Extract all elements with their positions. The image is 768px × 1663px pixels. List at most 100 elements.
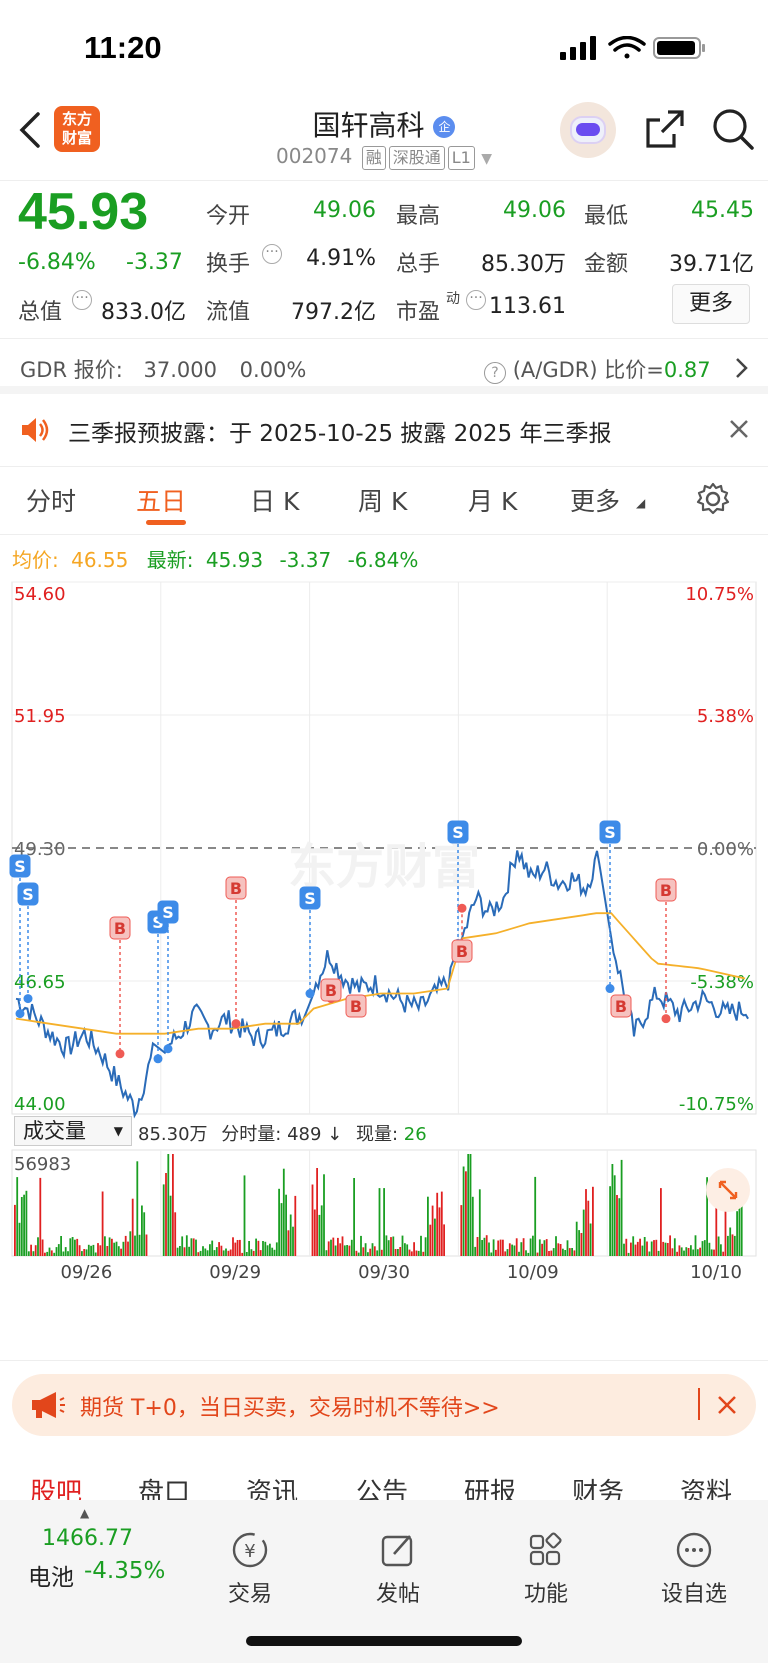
futures-ad-banner[interactable]: 期货 T+0，当日买卖，交易时机不等待>> [12,1374,756,1436]
volume-bar [630,1242,632,1256]
info-dots-icon[interactable]: ··· [262,244,282,264]
sector-pct[interactable]: -4.35% [84,1558,166,1584]
volume-bar [104,1236,106,1256]
volume-bar [613,1175,616,1256]
volume-bar [167,1154,170,1256]
volume-bar [357,1252,360,1256]
tab-five-day[interactable]: 五日 [136,487,187,516]
volume-bar [332,1237,335,1256]
search-icon[interactable] [712,108,756,152]
latest-value: 45.93 [205,548,264,572]
dropdown-icon[interactable]: ▼ [481,151,492,167]
volume-bar [289,1214,292,1256]
volume-bar [53,1252,56,1256]
settings-gear-icon[interactable] [696,482,730,516]
bottom-toolbar: ▲ 1466.77 电池 -4.35% ¥ 交易 发帖 功能 设自选 [0,1500,768,1663]
volume-bar [564,1250,567,1256]
volume-bar [134,1235,136,1256]
more-quote-button[interactable]: 更多 [672,284,750,324]
volume-bar [666,1243,669,1256]
volume-bar [327,1241,330,1256]
minute-vol: 489 ↓ [287,1124,343,1145]
tab-weekly-k[interactable]: 周 K [358,487,408,516]
marker-dot [605,984,615,994]
volume-bar [323,1174,325,1256]
tag-margin: 融 [361,146,386,170]
expand-icon[interactable] [706,1168,750,1212]
float-value: 797.2亿 [291,300,376,325]
info-dots-icon[interactable]: ··· [72,290,92,310]
volume-bar [653,1240,655,1256]
volume-bar [634,1244,637,1256]
sector-name[interactable]: 电池 [28,1565,74,1591]
volume-bar [278,1188,280,1256]
buy-marker [320,978,342,1002]
tab-daily-k[interactable]: 日 K [250,487,300,516]
volume-bar [518,1251,520,1256]
volume-bar [183,1247,186,1256]
help-icon[interactable]: ? [484,362,506,384]
stock-subtitle[interactable]: 002074 融深股通 L1 ▼ [0,144,768,170]
volume-bar [383,1188,385,1256]
volume-bar [262,1241,264,1256]
avg-price-line [15,912,746,1035]
share-icon[interactable] [644,108,686,150]
post-button[interactable]: 发帖 [348,1530,448,1608]
enterprise-badge-icon: 企 [433,116,456,138]
trade-button[interactable]: ¥ 交易 [200,1530,300,1608]
notice-bar[interactable]: 三季报预披露：于 2025-10-25 披露 2025 年三季报 [0,394,768,466]
volume-bar [483,1237,486,1256]
gdr-row[interactable]: GDR 报价: 37.000 0.00% [20,354,306,384]
gdr-ratio[interactable]: ? (A/GDR) 比价=0.87 [484,354,711,384]
chevron-right-icon[interactable] [734,356,750,380]
volume-bar [715,1175,718,1256]
volume-bar [408,1249,411,1256]
tab-more[interactable]: 更多 [570,487,621,516]
tab-monthly-k[interactable]: 月 K [468,487,518,516]
volume-bar [506,1249,509,1256]
volume-bar [32,1251,35,1256]
volume-bar [67,1251,69,1256]
volume-bar [325,1250,328,1256]
functions-button[interactable]: 功能 [496,1530,596,1608]
volume-bar [490,1252,493,1256]
buy-marker-label: B [114,919,126,938]
close-ad-icon[interactable] [716,1394,738,1416]
volume-bar [690,1245,692,1256]
sector-index-value[interactable]: 1466.77 [42,1526,133,1551]
volume-bar [257,1240,260,1256]
volume-bar [74,1239,76,1256]
back-icon[interactable] [18,112,42,148]
volume-bar [592,1186,594,1256]
close-icon[interactable] [728,418,750,440]
post-label: 发帖 [375,1582,420,1607]
volume-bar [94,1252,97,1256]
add-watchlist-button[interactable]: 设自选 [644,1530,744,1608]
volume-bar [364,1243,367,1256]
volume-bar [420,1235,422,1256]
info-dots-icon[interactable]: ··· [466,290,486,310]
volume-bar [143,1212,146,1256]
marker-dot [305,989,315,999]
tab-intraday[interactable]: 分时 [26,487,77,516]
robot-icon[interactable] [560,102,616,158]
volume-bar [733,1235,736,1256]
volume-bar [241,1252,244,1256]
volume-bar [680,1247,683,1256]
volume-bar [552,1248,555,1256]
latest-change: -3.37 [279,548,332,572]
five-day-chart[interactable]: 东方财富54.6051.9549.3046.6544.0010.75%5.38%… [0,576,768,1356]
volume-bar [236,1240,239,1256]
volume-bar [462,1166,465,1256]
volume-bar [115,1241,118,1256]
sell-marker-label: S [162,903,174,922]
volume-bar [520,1242,523,1256]
tag-level: L1 [447,146,475,170]
volume-bar [713,1249,715,1256]
volume-indicator-select[interactable]: 成交量 ▼ [14,1116,132,1146]
volume-bar [48,1247,51,1256]
volume-bar [662,1241,665,1256]
volume-bar [131,1198,134,1256]
volume-bar [232,1237,234,1256]
buy-marker [345,994,367,1018]
